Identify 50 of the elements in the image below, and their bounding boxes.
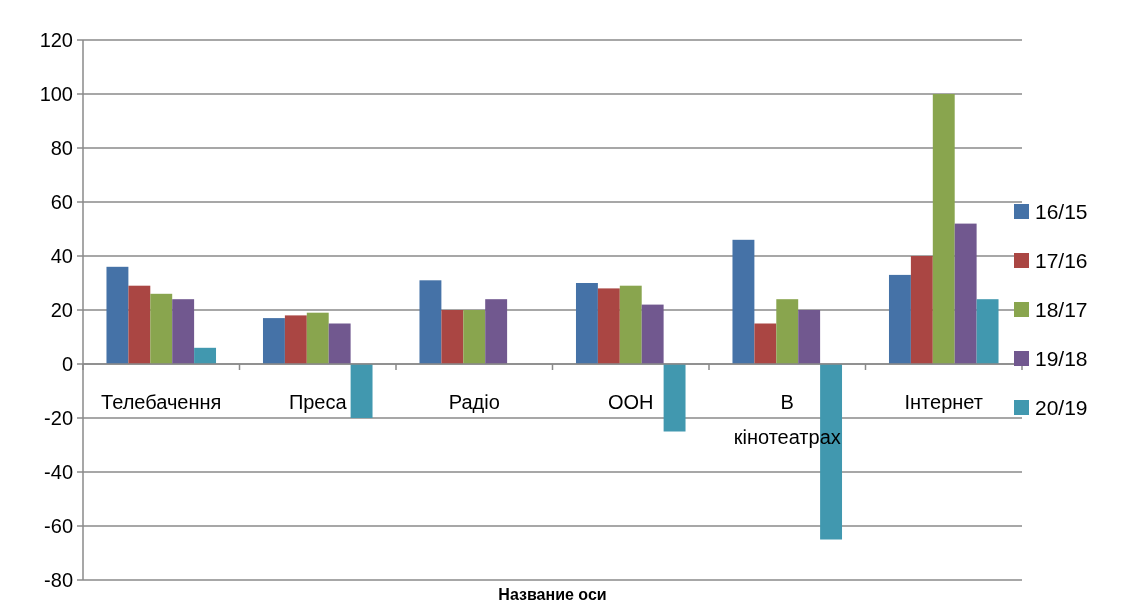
y-tick-label: 120 bbox=[39, 29, 73, 51]
y-tick-label: -40 bbox=[44, 461, 73, 483]
y-tick-label: 60 bbox=[50, 191, 73, 213]
bar bbox=[932, 94, 955, 364]
y-tick-label: 100 bbox=[39, 83, 73, 105]
bar bbox=[732, 239, 755, 364]
x-tick-label: Радіо bbox=[448, 391, 500, 413]
bar bbox=[106, 266, 129, 364]
bar bbox=[128, 285, 151, 364]
bar bbox=[284, 315, 307, 364]
bar bbox=[910, 256, 933, 364]
bar bbox=[663, 364, 686, 432]
bar bbox=[150, 293, 173, 364]
bar bbox=[619, 285, 642, 364]
bar bbox=[194, 347, 217, 364]
y-tick-label: 80 bbox=[50, 137, 73, 159]
bar bbox=[485, 299, 508, 364]
bar bbox=[463, 310, 486, 364]
legend-label: 17/16 bbox=[1035, 249, 1088, 273]
bar bbox=[419, 280, 442, 364]
x-tick-label: Преса bbox=[288, 391, 348, 413]
y-tick-label: -20 bbox=[44, 407, 73, 429]
bar bbox=[441, 310, 464, 364]
bar bbox=[172, 299, 195, 364]
x-axis-title: Название оси bbox=[498, 586, 607, 603]
bar bbox=[798, 310, 821, 364]
bar bbox=[262, 318, 285, 364]
x-tick-label: ООН bbox=[607, 391, 654, 413]
x-tick-label: Інтернет bbox=[904, 391, 983, 413]
bar bbox=[954, 223, 977, 364]
bar bbox=[350, 364, 373, 418]
bar bbox=[754, 323, 777, 364]
bar bbox=[976, 299, 999, 364]
legend-label: 19/18 bbox=[1035, 347, 1088, 371]
bar bbox=[306, 312, 329, 364]
legend-label: 18/17 bbox=[1035, 298, 1088, 322]
bar bbox=[597, 288, 620, 364]
y-tick-label: 20 bbox=[50, 299, 73, 321]
y-tick-label: -80 bbox=[44, 569, 73, 591]
x-tick-label: Телебачення bbox=[101, 391, 222, 413]
bar bbox=[641, 304, 664, 364]
y-tick-label: 40 bbox=[50, 245, 73, 267]
bar bbox=[328, 323, 351, 364]
y-tick-label: -60 bbox=[44, 515, 73, 537]
bar bbox=[776, 299, 799, 364]
y-tick-label: 0 bbox=[61, 353, 73, 375]
bar bbox=[888, 274, 911, 364]
legend-label: 16/15 bbox=[1035, 200, 1088, 224]
legend-label: 20/19 bbox=[1035, 396, 1088, 420]
bar bbox=[575, 283, 598, 364]
